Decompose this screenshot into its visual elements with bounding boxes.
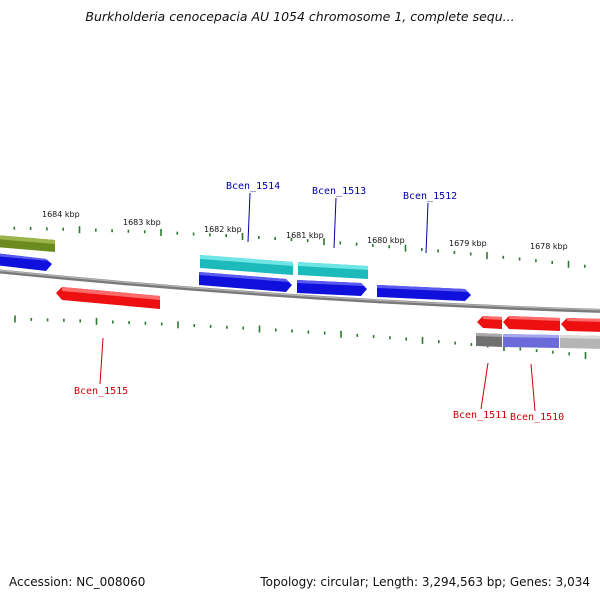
outer-tick-ruler (13, 226, 586, 268)
gene-bcen-1512-blue[interactable] (377, 285, 471, 301)
gene-label-bcen-1512[interactable]: Bcen_1512 (403, 191, 457, 202)
gene-label-bcen-1514[interactable]: Bcen_1514 (226, 181, 280, 192)
ruler-label: 1684 kbp (42, 210, 80, 219)
leader-line-bcen-1510 (530, 363, 536, 412)
gene-olive-partial[interactable] (0, 235, 55, 252)
gene-bcen-1513-cyan[interactable] (298, 262, 368, 279)
ruler-label: 1679 kbp (449, 239, 487, 248)
leader-line-bcen-1515 (99, 337, 104, 385)
leader-line-bcen-1511 (480, 362, 489, 410)
gene-lightgray-partial[interactable] (560, 335, 600, 349)
gene-label-bcen-1513[interactable]: Bcen_1513 (312, 186, 366, 197)
chromosome-backbone-highlight (0, 269, 600, 311)
ruler-label: 1683 kbp (123, 218, 161, 227)
ruler-label: 1680 kbp (367, 236, 405, 245)
gene-label-bcen-1515[interactable]: Bcen_1515 (74, 386, 128, 397)
ruler-label: 1678 kbp (530, 242, 568, 251)
gene-label-bcen-1511[interactable]: Bcen_1511 (453, 410, 507, 421)
gene-bcen-1511-red[interactable] (477, 316, 502, 329)
gene-red-partial[interactable] (561, 318, 600, 332)
gene-blue-partial[interactable] (0, 253, 52, 271)
gene-bcen-1514-blue[interactable] (199, 272, 292, 292)
gene-bcen-1515-red[interactable] (56, 287, 160, 309)
accession-text: Accession: NC_008060 (9, 575, 146, 589)
page-title: Burkholderia cenocepacia AU 1054 chromos… (85, 9, 515, 24)
ruler-label: 1682 kbp (204, 225, 242, 234)
gene-label-bcen-1510[interactable]: Bcen_1510 (510, 412, 564, 423)
inner-tick-ruler (14, 315, 587, 359)
chromosome-backbone (0, 269, 600, 313)
gene-bcen-1513-blue[interactable] (297, 280, 367, 296)
gene-bcen-1514-cyan[interactable] (200, 255, 293, 275)
gene-bcen-1511-gray[interactable] (476, 333, 502, 347)
leader-line-bcen-1514 (247, 192, 251, 243)
gene-bcen-1510-red[interactable] (503, 316, 560, 331)
gene-bcen-1510-lilac[interactable] (503, 334, 559, 348)
leader-line-bcen-1513 (333, 197, 337, 249)
topology-text: Topology: circular; Length: 3,294,563 bp… (260, 575, 590, 589)
ruler-label: 1681 kbp (286, 231, 324, 240)
leader-line-bcen-1512 (425, 202, 429, 254)
